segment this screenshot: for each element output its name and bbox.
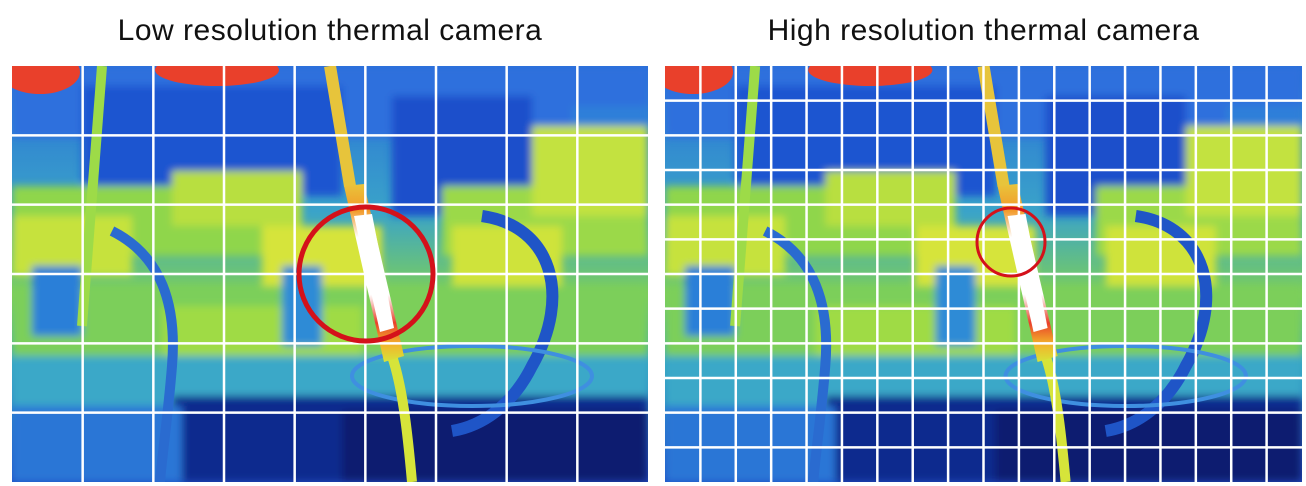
highlight-circle [296, 204, 436, 344]
resolution-grid [12, 66, 648, 482]
hot-spot-top-left [665, 66, 734, 94]
hot-spot-top-center [808, 66, 933, 86]
hot-spot-top-center [155, 66, 279, 86]
thermal-scene [12, 66, 648, 482]
vertical-rod [730, 66, 761, 327]
resolution-grid [665, 66, 1302, 482]
low-resolution-thermal-image [12, 66, 648, 482]
cable-loop [350, 344, 594, 408]
high-resolution-thermal-image [665, 66, 1302, 482]
probe-shaft [324, 66, 356, 187]
thermal-scene [665, 66, 1302, 482]
vertical-rod [77, 66, 107, 327]
high-resolution-title: High resolution thermal camera [767, 14, 1200, 47]
probe-tail [387, 354, 417, 482]
cable-left [762, 226, 832, 482]
probe-shaft [977, 66, 1010, 187]
cable-left [109, 226, 178, 482]
low-resolution-title: Low resolution thermal camera [117, 14, 543, 47]
highlight-circle [975, 206, 1047, 278]
probe-tail [1040, 354, 1071, 482]
hot-spot-top-left [12, 66, 80, 94]
